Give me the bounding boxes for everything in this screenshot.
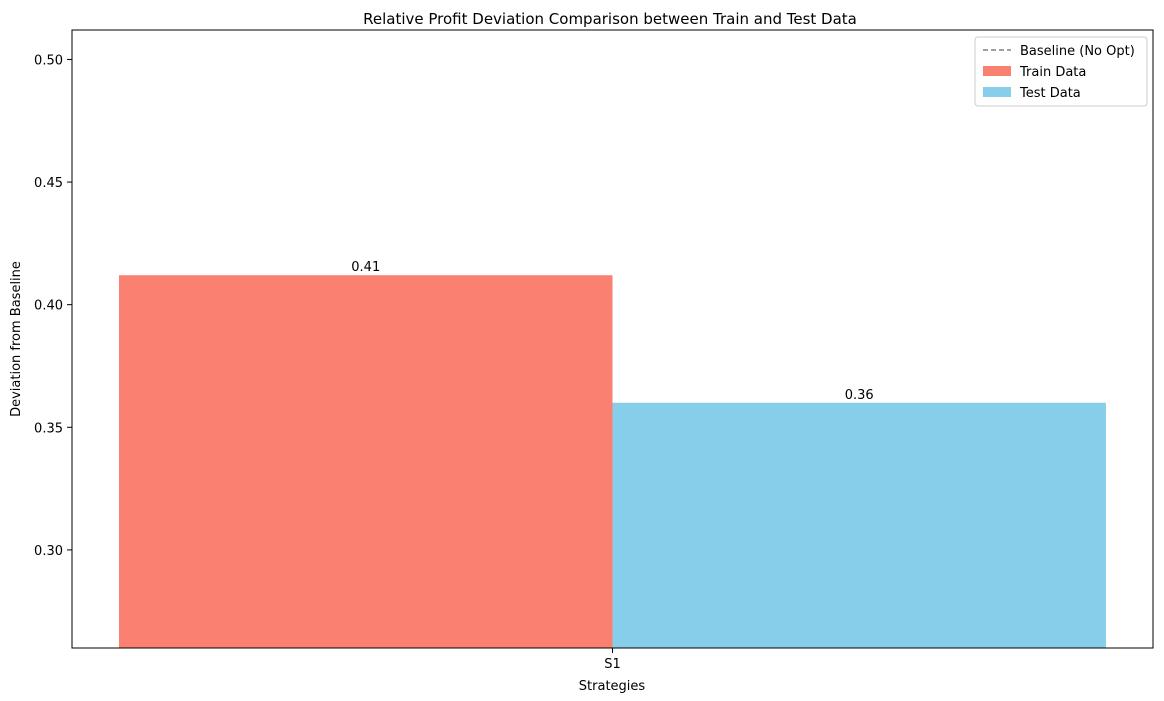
x-axis: S1	[604, 648, 621, 672]
y-tick-label: 0.45	[34, 176, 63, 191]
legend-test-label: Test Data	[1019, 86, 1081, 101]
bars-group	[119, 275, 1106, 648]
bar-test-data	[612, 402, 1106, 648]
legend-train-label: Train Data	[1019, 65, 1086, 80]
data-label: 0.41	[351, 260, 380, 275]
legend-baseline-label: Baseline (No Opt)	[1020, 44, 1135, 59]
data-label: 0.36	[845, 388, 874, 403]
data-labels-group: 0.41 0.36	[351, 260, 873, 403]
legend-train-swatch	[983, 66, 1011, 76]
x-axis-title: Strategies	[579, 679, 646, 694]
legend-test-swatch	[983, 87, 1011, 97]
y-axis: 0.30 0.35 0.40 0.45 0.50	[34, 53, 72, 559]
y-tick-label: 0.35	[34, 421, 63, 436]
y-axis-title: Deviation from Baseline	[9, 261, 24, 417]
y-tick-label: 0.50	[34, 53, 63, 68]
legend: Baseline (No Opt) Train Data Test Data	[974, 36, 1148, 107]
y-tick-label: 0.30	[34, 544, 63, 559]
bar-train-data	[119, 275, 613, 648]
x-tick-label: S1	[604, 657, 621, 672]
legend-frame	[974, 36, 1148, 107]
y-tick-label: 0.40	[34, 299, 63, 314]
chart-title: Relative Profit Deviation Comparison bet…	[363, 10, 857, 28]
